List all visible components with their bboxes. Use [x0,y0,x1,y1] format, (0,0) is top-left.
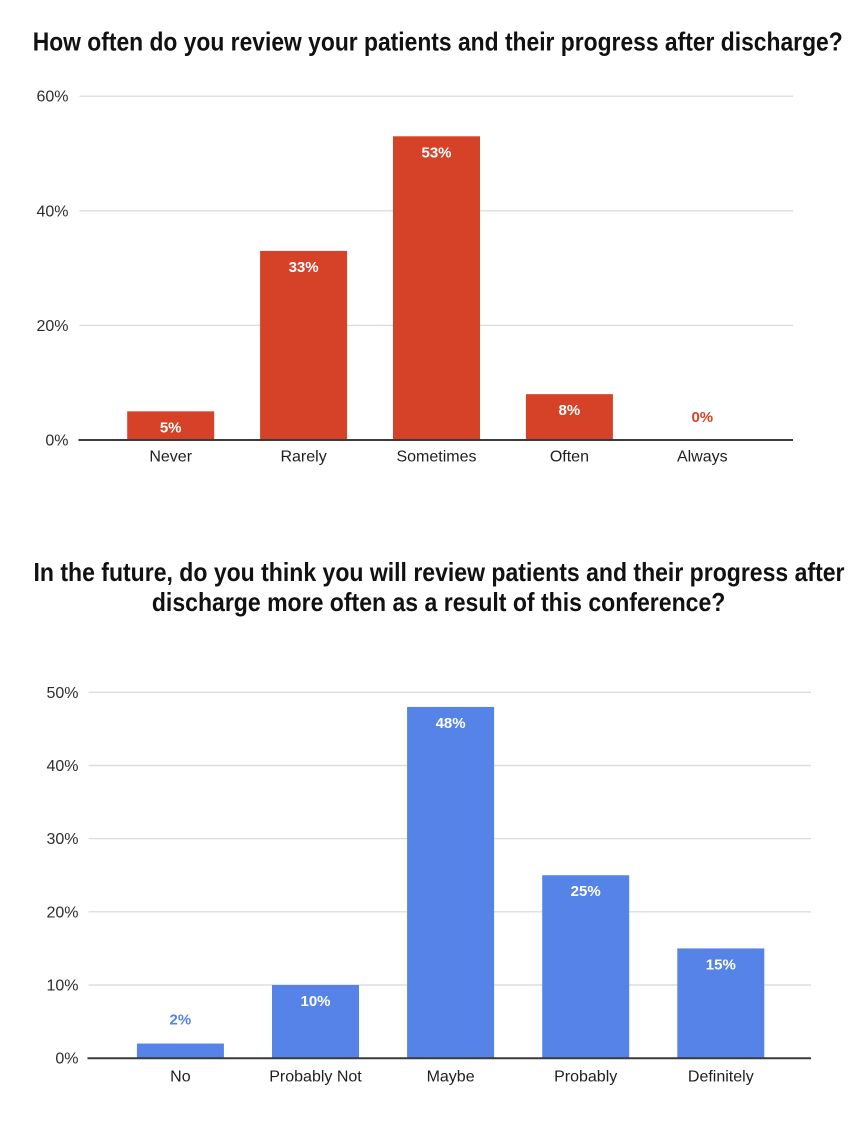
svg-text:Probably Not: Probably Not [269,1068,362,1085]
svg-text:60%: 60% [36,89,68,106]
svg-text:Probably: Probably [554,1068,617,1085]
svg-text:0%: 0% [55,1051,78,1068]
svg-text:In the future, do you think yo: In the future, do you think you will rev… [34,557,845,587]
svg-text:20%: 20% [46,904,78,921]
svg-text:Always: Always [677,448,728,465]
svg-text:Never: Never [149,448,192,465]
svg-text:50%: 50% [46,685,78,702]
svg-text:33%: 33% [289,259,319,276]
svg-text:Rarely: Rarely [280,448,326,465]
svg-text:10%: 10% [46,978,78,995]
svg-text:Sometimes: Sometimes [396,448,476,465]
svg-text:15%: 15% [706,956,736,973]
svg-text:Maybe: Maybe [427,1068,475,1085]
svg-text:40%: 40% [46,758,78,775]
svg-text:0%: 0% [691,409,713,426]
svg-text:5%: 5% [160,419,182,436]
svg-text:0%: 0% [45,433,68,450]
svg-text:20%: 20% [36,318,68,335]
svg-text:48%: 48% [436,715,466,732]
svg-text:Definitely: Definitely [688,1068,754,1085]
svg-text:discharge more often as a resu: discharge more often as a result of this… [152,587,726,617]
svg-text:How often do you review your p: How often do you review your patients an… [33,26,843,56]
svg-text:2%: 2% [170,1012,192,1029]
svg-text:25%: 25% [571,883,601,900]
svg-text:8%: 8% [559,402,581,419]
svg-text:40%: 40% [36,203,68,220]
svg-text:10%: 10% [300,993,330,1010]
svg-text:No: No [170,1068,191,1085]
svg-text:Often: Often [550,448,589,465]
svg-text:30%: 30% [46,831,78,848]
svg-text:53%: 53% [421,144,451,161]
